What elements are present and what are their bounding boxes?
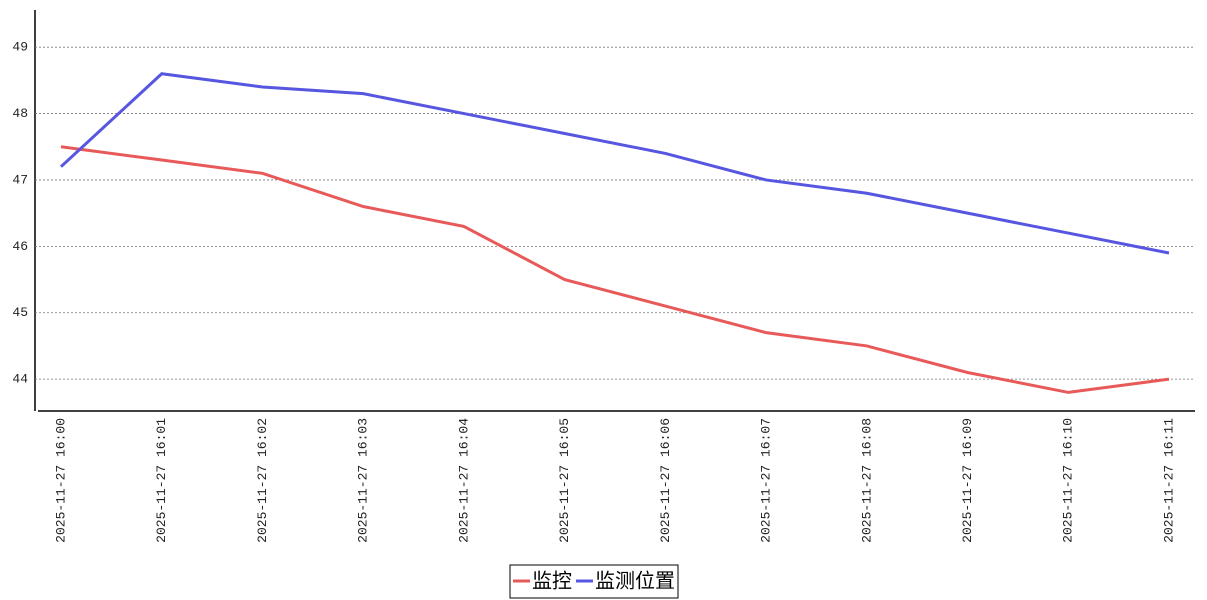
x-tick-label: 2025-11-27 16:11 [1161,418,1176,543]
line-series [59,72,1170,255]
x-tick-label: 2025-11-27 16:07 [759,418,774,543]
x-tick-label: 2025-11-27 16:10 [1061,418,1076,543]
y-tick-label: 47 [12,172,28,187]
y-tick-label: 49 [12,40,28,55]
y-tick-label: 44 [12,372,28,387]
y-tick-label: 48 [12,106,28,121]
x-tick-label: 2025-11-27 16:00 [53,418,68,543]
legend-label: 监测位置 [595,569,675,593]
x-tick-label: 2025-11-27 16:01 [154,418,169,543]
x-tick-label: 2025-11-27 16:02 [255,418,270,543]
line-series [60,145,1170,394]
x-tick-label: 2025-11-27 16:09 [960,418,975,543]
x-tick-label: 2025-11-27 16:04 [456,418,471,543]
x-tick-label: 2025-11-27 16:08 [859,418,874,543]
y-tick-label: 45 [12,305,28,320]
y-tick-label: 46 [12,239,28,254]
x-tick-label: 2025-11-27 16:06 [658,418,673,543]
x-tick-label: 2025-11-27 16:05 [557,418,572,543]
x-tick-label: 2025-11-27 16:03 [356,418,371,543]
legend-box [509,564,679,599]
legend-label: 监控 [532,569,572,593]
